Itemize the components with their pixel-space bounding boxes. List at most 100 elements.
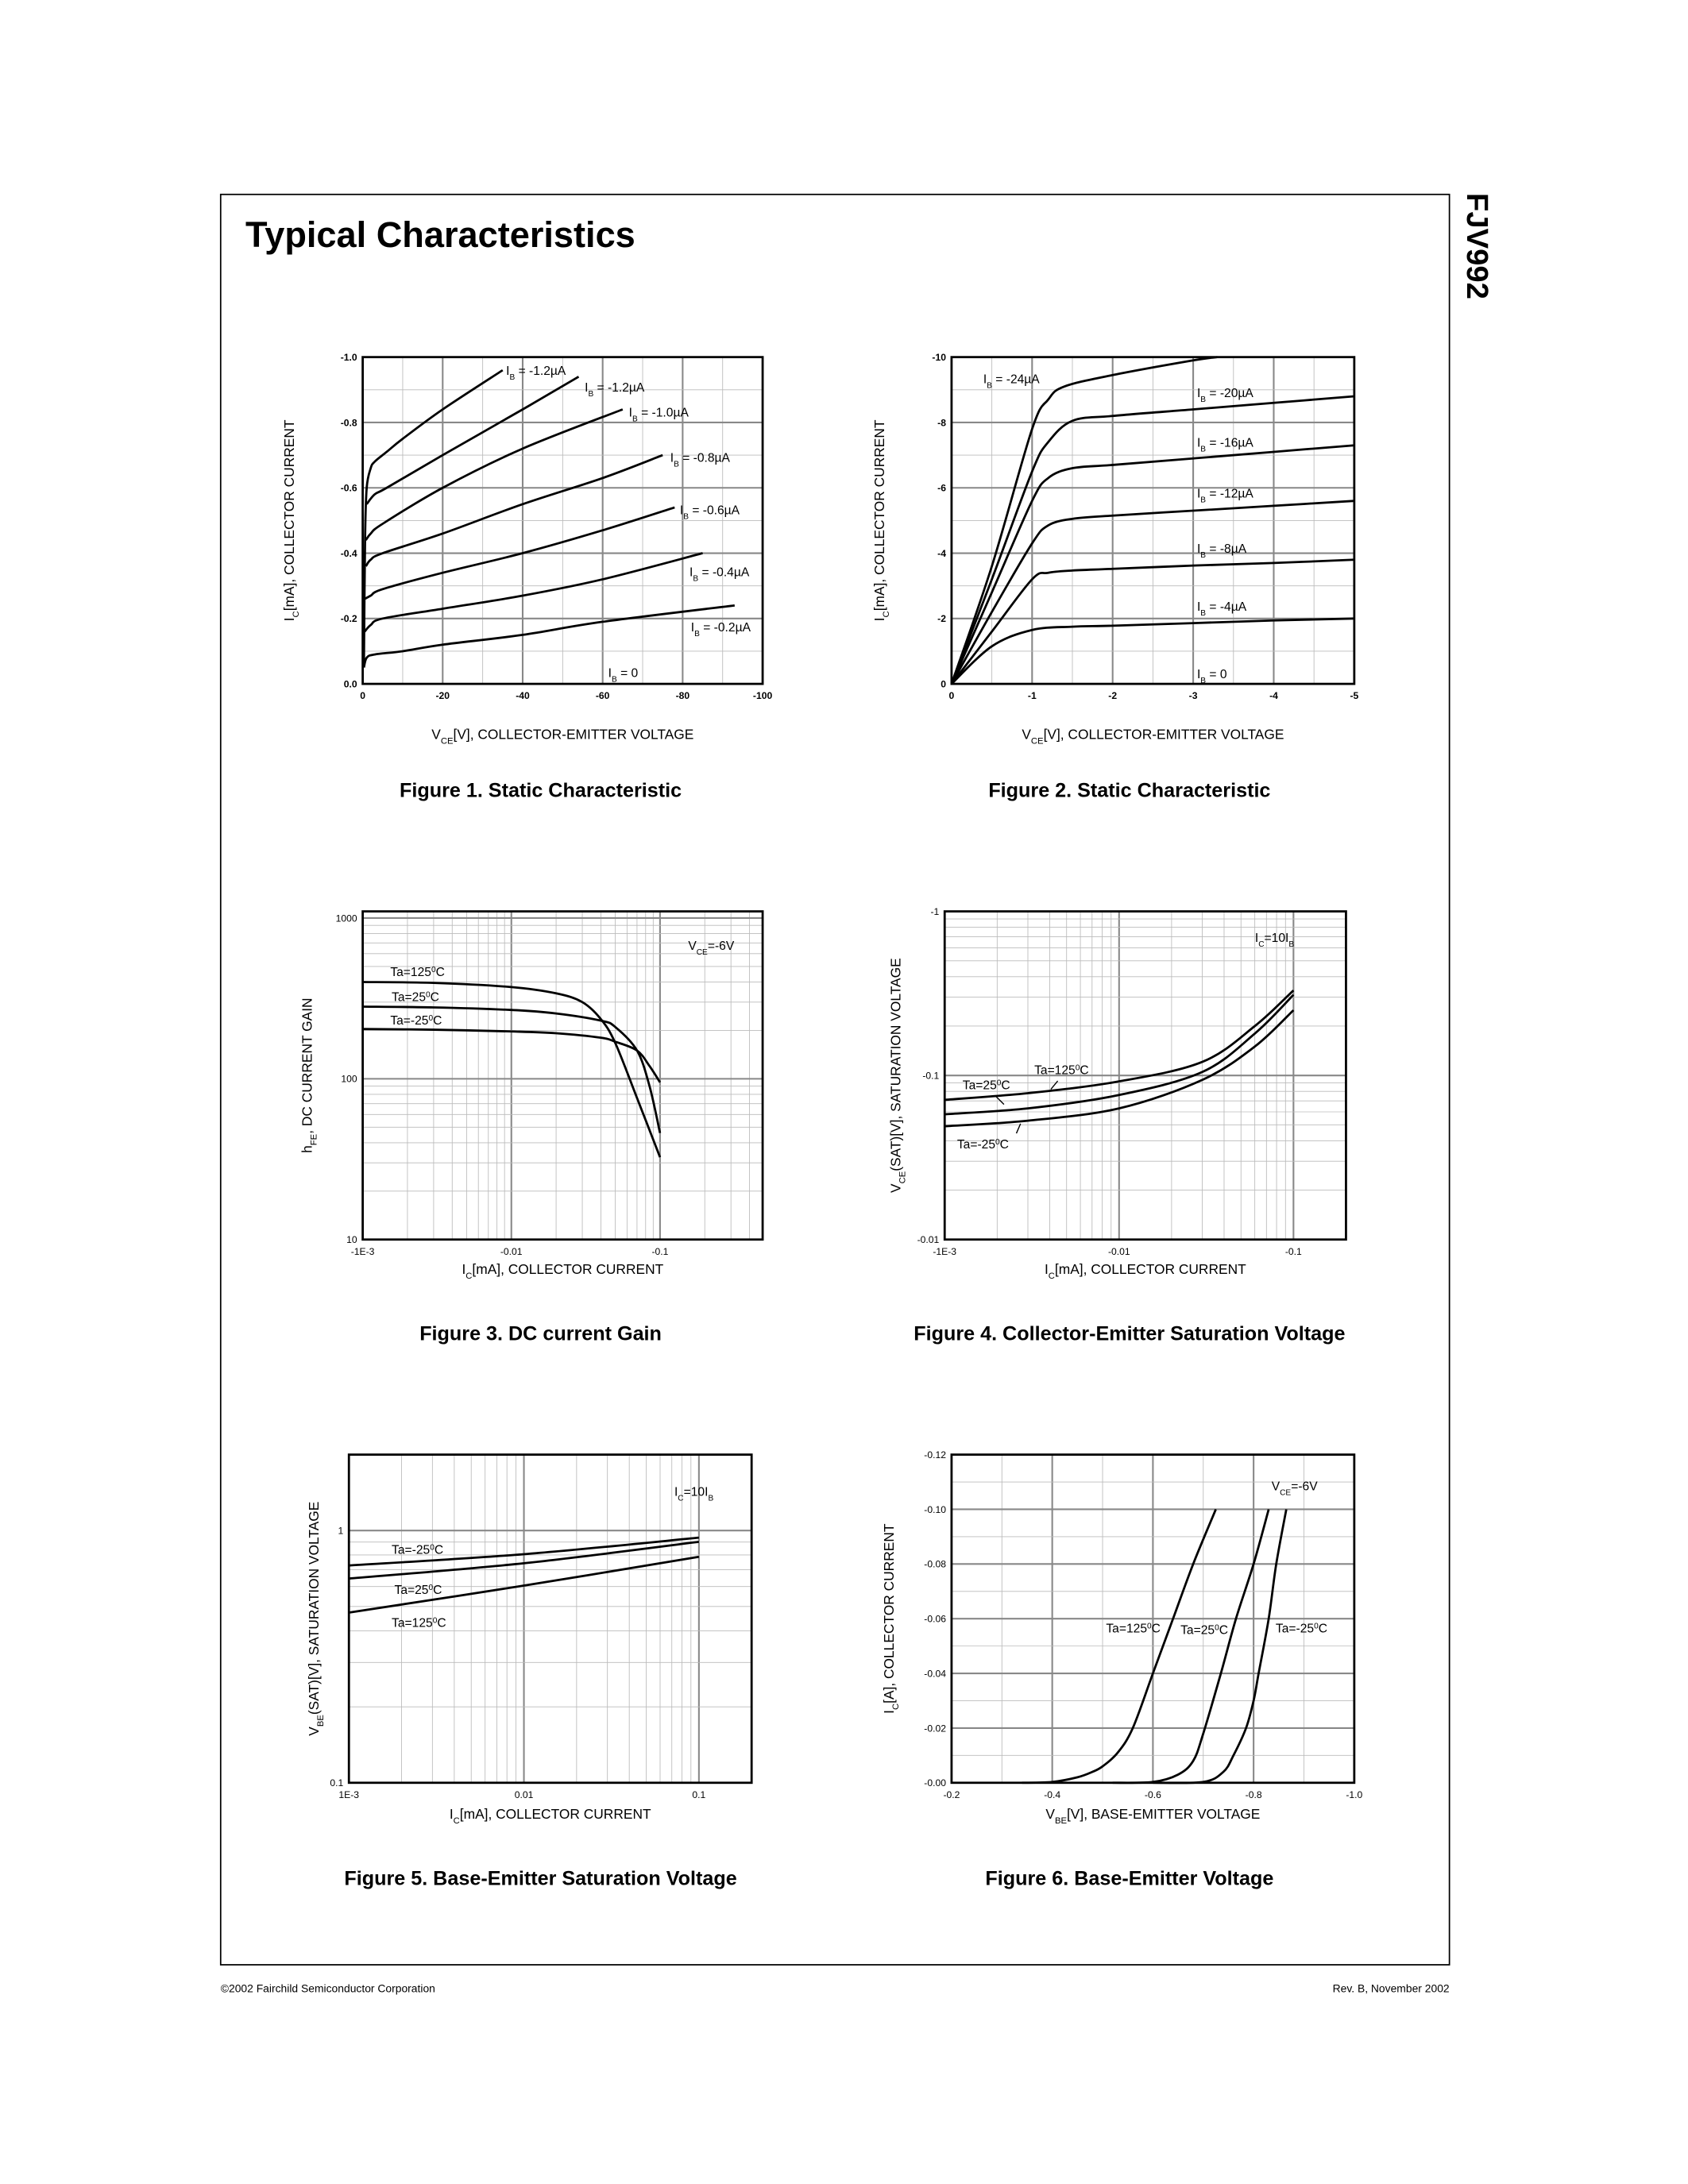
annotation: IC​=10IB​ [674,1486,713,1503]
x-axis-title: IC​[mA], COLLECTOR CURRENT [450,1806,651,1826]
figure-4: Ta=1250​CTa=250​CTa=-250​C-1E-3-0.01-0.1… [888,906,1347,1345]
x-tick-label: -40 [516,690,530,701]
series-label: IB​ = -0.2µA [691,621,751,639]
x-tick-label: 1E-3 [338,1789,359,1800]
x-tick-label: -5 [1350,690,1358,701]
series-line [950,558,1354,685]
y-axis-title: IC​[A], COLLECTOR CURRENT [881,1523,901,1714]
y-tick-label: -2 [937,613,946,624]
x-tick-label: -1E-3 [933,1246,956,1257]
series-line [944,994,1295,1116]
y-tick-label: 1 [338,1526,344,1537]
charts: IB​ = -1.2µA IB​ = -1.2µA IB​ = -1.0µA IB​ … [281,352,1363,1889]
x-tick-label: -1 [1028,690,1037,701]
annotation: IB​ = 0 [1197,668,1227,685]
series-line [365,376,580,505]
series-label: IB​ = -24µA [983,373,1040,391]
plot-frame [943,910,1347,1241]
series-label: IB​ = -0.6µA [680,504,740,522]
part-number: FJV992 [1460,193,1494,299]
x-axis-title: IC​[mA], COLLECTOR CURRENT [1045,1261,1246,1281]
annotation: VCE​=-6V [1272,1480,1319,1498]
figure-caption: Figure 6. Base-Emitter Voltage [985,1867,1273,1889]
grid [944,910,1346,1241]
x-tick-label: -20 [436,690,450,701]
series-line [944,1009,1295,1128]
x-tick-label: -80 [676,690,690,701]
x-axis-title: IC​[mA], COLLECTOR CURRENT [462,1261,663,1281]
figure-caption: Figure 5. Base-Emitter Saturation Voltag… [344,1867,736,1889]
figure-5: Ta=-250​C Ta=250​C Ta=1250​C 1E-3 0.01 0.1 0.1… [306,1453,753,1889]
plot-frame [347,1453,753,1785]
x-axis-title: VBE​[V], BASE-EMITTER VOLTAGE [1045,1806,1260,1826]
plot-frame [361,910,764,1241]
x-tick-label: -60 [596,690,610,701]
x-tick-label: -0.1 [1285,1246,1302,1257]
x-tick-label: -0.1 [651,1246,668,1257]
series-line [365,453,663,567]
y-tick-label: -1.0 [341,352,357,363]
x-tick-label: 0.01 [515,1789,534,1800]
y-axis-title: VCE​(SAT)[V], SATURATION VOLTAGE [888,958,908,1193]
series-line [364,552,703,633]
series-line [362,369,504,668]
x-tick-label: -0.8 [1246,1789,1262,1800]
y-tick-label: -0.4 [341,548,357,559]
series-label: IB​ = -0.8µA [670,452,731,469]
series-line [362,1028,662,1083]
y-tick-label: -0.8 [341,417,357,428]
series-label: Ta=250​C [1180,1623,1228,1637]
x-tick-label: -0.4 [1044,1789,1060,1800]
y-tick-label: 10 [346,1234,357,1245]
plot-frame [361,356,764,685]
y-tick-label: -0.2 [341,613,357,624]
figure-6: Ta=1250​C Ta=250​C Ta=-250​C -0.2 -0.4 -0.6 -0… [881,1449,1363,1889]
y-tick-label: -6 [937,483,946,494]
y-axis-title: IC​[mA], COLLECTOR CURRENT [871,419,891,621]
y-tick-label: -8 [937,417,946,428]
x-tick-label: -0.01 [500,1246,523,1257]
x-tick-label: -1.0 [1346,1789,1362,1800]
y-tick-label: -0.01 [917,1234,940,1245]
series-label: Ta=-250​C [957,1138,1009,1152]
annotation: VCE​=-6V [688,940,735,956]
footer-copyright: ©2002 Fairchild Semiconductor Corporatio… [221,1982,435,1995]
y-tick-label: 100 [341,1074,357,1085]
series-label: Ta=1250​C [390,966,445,980]
x-tick-label: -3 [1189,690,1198,701]
figure-1: IB​ = -1.2µA IB​ = -1.2µA IB​ = -1.0µA IB​ … [281,352,773,801]
series-label: IB​ = -12µA [1197,488,1253,505]
y-tick-label: -0.10 [924,1504,946,1515]
series-line [362,604,735,668]
plot-frame [950,356,1356,685]
footer-revision: Rev. B, November 2002 [1333,1982,1450,1995]
label-arrow [995,1095,1005,1106]
series-line [349,1536,699,1567]
series-label: Ta=-250​C [1276,1622,1327,1635]
x-tick-label: 0.1 [692,1789,705,1800]
y-tick-label: 0.1 [330,1777,343,1788]
x-tick-label: -0.6 [1145,1789,1161,1800]
series-line [950,444,1354,685]
x-axis-title: VCE​[V], COLLECTOR-EMITTER VOLTAGE [431,727,693,747]
annotation: IB​ = 0 [608,666,639,684]
page-border [219,193,1450,1966]
series-line [1112,1509,1270,1785]
x-tick-label: -0.01 [1108,1246,1130,1257]
series-label: Ta=250​C [395,1583,442,1596]
series-label: IB​ = -16µA [1197,437,1253,454]
y-tick-label: -0.06 [924,1614,946,1625]
series-line [950,500,1354,685]
figure-2: IB​ = -24µA IB​ = -20µA IB​ = -16µA IB​ = -… [871,352,1359,801]
x-axis-title: VCE​[V], COLLECTOR-EMITTER VOLTAGE [1022,727,1284,747]
series-line [944,990,1295,1102]
x-tick-label: -2 [1108,690,1117,701]
series-line [362,1005,662,1133]
figure-caption: Figure 1. Static Characteristic [400,779,682,801]
series-label: Ta=-250​C [392,1543,443,1557]
series-label: IB​ = -4µA [1197,600,1247,618]
series-label: Ta=-250​C [390,1013,442,1028]
y-axis-title: IC​[mA], COLLECTOR CURRENT [281,419,301,621]
series-line [365,408,624,541]
y-tick-label: -0.00 [924,1777,946,1788]
